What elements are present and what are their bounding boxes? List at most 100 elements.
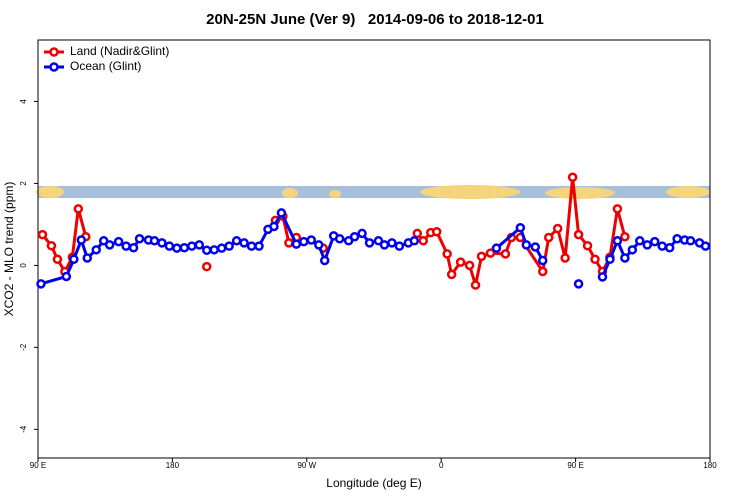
x-tick-label: 0 (439, 461, 444, 470)
point (149, 236, 160, 246)
point (590, 254, 600, 264)
point (52, 254, 63, 264)
point (276, 208, 287, 218)
x-tick-label: 90 W (297, 461, 316, 470)
point (91, 245, 101, 255)
point (157, 238, 167, 248)
point (201, 261, 212, 272)
point (306, 235, 317, 245)
point (201, 245, 212, 255)
point (121, 241, 131, 251)
point (664, 243, 675, 253)
point (291, 239, 302, 249)
x-tick-label: 180 (703, 461, 717, 470)
point (128, 243, 139, 253)
chart-title: 20N-25N June (Ver 9) 2014-09-06 to 2018-… (206, 11, 544, 28)
point (46, 240, 57, 251)
point (620, 253, 630, 263)
point (442, 249, 452, 259)
point (635, 236, 645, 246)
point (521, 240, 532, 250)
point (700, 241, 711, 251)
point (313, 240, 324, 250)
legend-marker (49, 62, 59, 72)
point (82, 253, 93, 263)
point (319, 255, 330, 266)
point (431, 227, 442, 237)
point (409, 236, 420, 246)
point (187, 241, 197, 251)
y-axis-label: XCO2 - MLO trend (ppm) (2, 182, 16, 317)
point (299, 236, 309, 247)
point (216, 243, 227, 253)
point (649, 236, 660, 247)
point (239, 238, 249, 248)
point (231, 236, 242, 246)
x-tick-label: 90 E (567, 461, 583, 470)
point (172, 243, 182, 253)
point (657, 241, 667, 251)
point (530, 242, 541, 252)
point (246, 241, 257, 251)
point (642, 240, 653, 250)
legend-marker (49, 47, 59, 57)
legend-label: Land (Nadir&Glint) (70, 44, 169, 58)
point (179, 243, 190, 253)
point (113, 236, 124, 247)
point (343, 236, 354, 246)
point (620, 231, 630, 242)
point (455, 257, 466, 267)
point (104, 240, 115, 250)
point (36, 279, 46, 289)
point (349, 231, 360, 242)
point (284, 238, 294, 248)
point (515, 222, 526, 233)
point (567, 172, 578, 183)
point (418, 236, 429, 246)
map-strip (36, 185, 710, 199)
x-tick-label: 180 (166, 461, 180, 470)
y-tick-label: -2 (19, 343, 28, 351)
point (61, 271, 72, 282)
point (98, 236, 109, 246)
point (394, 241, 405, 251)
y-tick-label: -4 (19, 425, 28, 433)
point (254, 241, 264, 251)
point (357, 228, 367, 239)
point (627, 245, 638, 255)
point (379, 240, 390, 250)
point (164, 241, 175, 251)
point (560, 253, 570, 263)
point (194, 240, 205, 250)
point (543, 232, 554, 243)
point (334, 234, 345, 244)
point (224, 241, 234, 251)
x-tick-label: 90 E (30, 461, 46, 470)
point (485, 248, 496, 258)
point (573, 229, 584, 240)
point (612, 204, 623, 214)
point (582, 240, 593, 251)
point (387, 238, 397, 248)
point (373, 236, 384, 246)
point (412, 228, 423, 239)
plot-frame (37, 39, 711, 459)
point (672, 234, 682, 244)
point (552, 223, 563, 234)
point (685, 236, 696, 246)
point (612, 236, 623, 246)
legend-label: Ocean (Glint) (70, 59, 141, 73)
point (446, 269, 457, 280)
point (37, 229, 48, 240)
point (364, 238, 375, 248)
point (69, 254, 79, 264)
y-tick-label: 0 (19, 263, 28, 268)
point (537, 255, 548, 266)
point (476, 251, 487, 262)
point (269, 221, 279, 232)
point (491, 243, 502, 253)
point (134, 234, 145, 244)
point (537, 266, 548, 277)
y-tick-label: 2 (19, 181, 28, 186)
